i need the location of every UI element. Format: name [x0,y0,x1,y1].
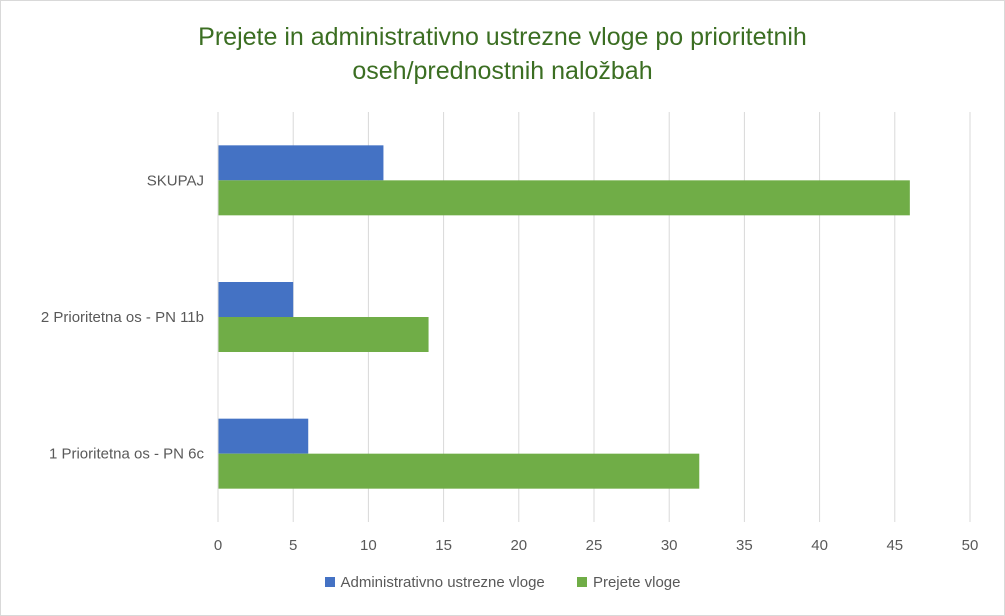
y-category-label: 1 Prioritetna os - PN 6c [49,446,205,463]
bar-admin [218,418,309,454]
x-tick-label-15: 15 [435,537,452,554]
bar-received [218,317,429,352]
x-tick-label-5: 5 [289,537,297,554]
bar-received [218,453,700,489]
bar-admin [218,282,294,317]
legend-item-admin: Administrativno ustrezne vloge [324,574,545,591]
x-tick-label-0: 0 [214,537,222,554]
bar-admin [218,145,384,181]
x-tick-label-10: 10 [360,537,377,554]
y-category-label: 2 Prioritetna os - PN 11b [41,309,204,326]
x-tick-label-30: 30 [661,537,678,554]
chart-title-line1: Prejete in administrativno ustrezne vlog… [198,23,807,51]
legend-item-received: Prejete vloge [576,574,681,591]
x-tick-label-40: 40 [811,537,828,554]
bar-received [218,180,910,216]
y-category-label: SKUPAJ [147,172,204,189]
x-tick-label-45: 45 [886,537,903,554]
x-tick-label-25: 25 [586,537,603,554]
x-tick-label-35: 35 [736,537,753,554]
legend: Administrativno ustrezne vloge Prejete v… [0,574,1005,591]
legend-swatch-received [576,577,587,587]
x-tick-label-50: 50 [962,537,979,554]
legend-label-received: Prejete vloge [592,574,681,591]
x-tick-label-20: 20 [510,537,527,554]
chart-title: Prejete in administrativno ustrezne vlog… [0,20,1005,88]
chart-title-line2: oseh/prednostnih naložbah [352,57,653,85]
legend-swatch-admin [324,577,335,587]
legend-label-admin: Administrativno ustrezne vloge [340,574,545,591]
